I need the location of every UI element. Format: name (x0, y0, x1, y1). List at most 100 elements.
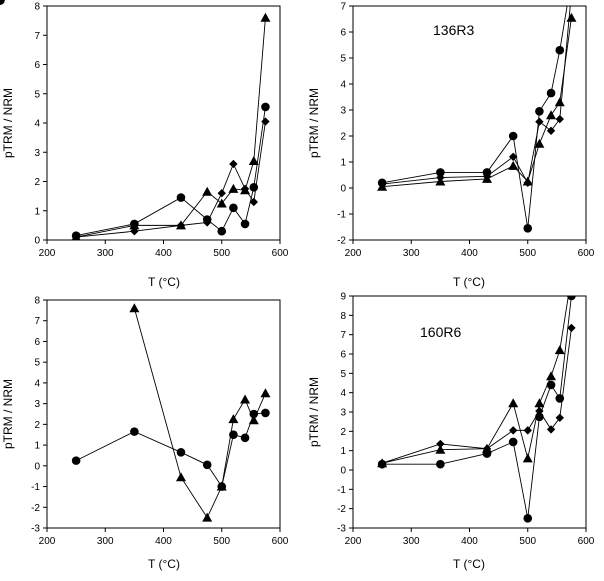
panel-1-series-1-point (261, 102, 270, 112)
panel-1-series-3-point (240, 184, 250, 194)
panel-3-series-2-point (228, 414, 239, 424)
panel-2-series-1-point (508, 131, 518, 141)
panel-3-series-1-point (176, 448, 186, 457)
panel-2-series-1-point (436, 168, 445, 177)
panel-3-x-tick-label: 200 (39, 536, 56, 547)
panel-2-series-2-point (546, 110, 557, 120)
panel-3-x-tick-label: 300 (97, 536, 114, 547)
panel-4-series-3-point (546, 425, 556, 434)
panel-4-series-2-point (534, 398, 545, 408)
panel-4-frame (352, 295, 587, 529)
panel-4-series-1-point (546, 380, 556, 390)
panel-4-series-3-point (567, 323, 576, 333)
panel-1-series-2-point (216, 198, 227, 208)
panel-4-legend: 68 cm84 cm98 cm (0, 0, 27, 5)
panel-4-series-3-point (523, 426, 532, 435)
panel-3-x-tick-label: 500 (213, 536, 230, 547)
panel-2-series-1-point (523, 224, 533, 233)
panel-1-series-1-point (176, 193, 186, 202)
panel-1-series-3-point (176, 221, 186, 230)
panel-3-series-2-point (260, 388, 271, 398)
panel-1-y-tick-label: 8 (34, 2, 40, 13)
panel-4-plot-area (377, 296, 576, 523)
panel-1-x-axis-label: T (°C) (148, 275, 180, 289)
panel-1-y-tick-label: 3 (34, 148, 40, 159)
panel-4-series-1-point (508, 437, 518, 447)
panel-2-legend-label: 109 cm (0, 0, 33, 3)
panel-2-series-1-line (382, 6, 568, 229)
panel-4-series-2-point (435, 444, 446, 454)
panel-1-x-tick-label: 400 (155, 248, 172, 259)
panel-1-series-3-point (71, 232, 81, 240)
panel-4-y-tick-label: -1 (337, 485, 346, 496)
panel-4-y-tick-label: 0 (340, 466, 346, 477)
panel-3-legend-label: 153R6-64 (0, 0, 44, 3)
panel-2-legend-label: 95 cm (0, 0, 27, 3)
panel-3-y-tick-label: -1 (31, 482, 40, 493)
panel-1: 200 300 400 500 600 0 1 2 3 4 5 6 7 8 T (°C) pTRM / NRM… (0, 0, 289, 289)
panel-1-y-tick-label: 2 (34, 177, 40, 188)
panel-1-x-tick-label: 300 (97, 248, 114, 259)
panel-4-legend-marker (0, 0, 5, 5)
panel-4-series-2-line (382, 296, 569, 464)
panel-2-x-tick-label: 400 (461, 248, 478, 259)
panel-1-series-2-point (260, 12, 271, 22)
panel-4-series-2-point (508, 398, 519, 408)
panel-4-y-tick-label: 5 (340, 369, 346, 380)
panel-3-series-2-point (240, 394, 251, 404)
panel-1-y-tick-label: 0 (34, 236, 40, 247)
panel-4-x-tick-label: 600 (578, 536, 595, 547)
panel-3-y-tick-label: 0 (34, 461, 40, 472)
panel-4-series-3-point (482, 444, 492, 453)
panel-2-series-3-point (377, 179, 387, 189)
panel-2-series-2-point (554, 97, 565, 107)
panel-3-series-1-point (202, 460, 212, 470)
panel-3-y-tick-label: 3 (34, 399, 40, 410)
panel-4-y-tick-label: 4 (340, 388, 346, 399)
panel-1-series-3-point (202, 218, 212, 227)
panel-3-x-tick-label: 600 (272, 536, 289, 547)
panel-4-y-tick-label: 1 (340, 446, 346, 457)
panel-3-series-2-line (133, 308, 266, 519)
panel-4-legend-label: 98 cm (0, 0, 27, 3)
panel-3-series-1-point (71, 456, 81, 465)
panel-4-series-2-point (554, 345, 565, 355)
panel-2-series-3-point (546, 126, 556, 135)
panel-3-y-tick-label: -3 (31, 524, 40, 535)
panel-2-y-tick-label: 3 (340, 106, 346, 117)
panel-4-series-2-point (522, 453, 533, 463)
panel-3-y-tick-label: 1 (34, 441, 40, 452)
panel-2-series-3-point (555, 114, 564, 124)
panel-2-y-axis-label: pTRM / NRM (307, 88, 321, 158)
panel-2-frame (352, 5, 587, 241)
panel-1-series-1-point (229, 203, 238, 213)
panel-2-series-3-point (523, 178, 532, 187)
panel-2-x-tick-label: 500 (519, 248, 536, 259)
panel-1-y-tick-label: 5 (34, 89, 40, 100)
panel-3-legend-label: 153R6-77 (0, 0, 44, 3)
panel-1-series-3-point (217, 189, 226, 198)
panel-2-series-2-point (534, 138, 545, 148)
panel-4-series-3-point (436, 439, 445, 449)
panel-3-series-1-point (130, 427, 139, 436)
panel-2-y-tick-label: -1 (337, 210, 346, 221)
panel-4-x-tick-label: 300 (403, 536, 420, 547)
panel-2-y-tick-label: 4 (340, 80, 346, 91)
panel-3-y-tick-label: -2 (31, 503, 40, 514)
panel-1-x-tick-label: 500 (213, 248, 230, 259)
panel-1-legend-label: 103R2-119 (0, 0, 49, 3)
panel-3-x-tick-label: 400 (155, 536, 172, 547)
panel-1-frame (46, 5, 281, 241)
panel-3-y-axis-label: pTRM / NRM (1, 379, 15, 449)
panel-4-y-tick-label: 9 (340, 292, 346, 303)
panel-2-y-tick-label: 2 (340, 132, 346, 143)
panel-1-y-tick-label: 6 (34, 60, 40, 71)
panel-4-y-tick-label: 6 (340, 350, 346, 361)
panel-4-series-1-point (436, 459, 445, 469)
panel-2-y-tick-label: 7 (340, 2, 346, 13)
panel-2-series-3-line (382, 6, 571, 185)
panel-3-series-1-line (75, 412, 266, 488)
panel-2-series-3-point (436, 173, 445, 182)
panel-3-series-1-point (261, 408, 270, 418)
